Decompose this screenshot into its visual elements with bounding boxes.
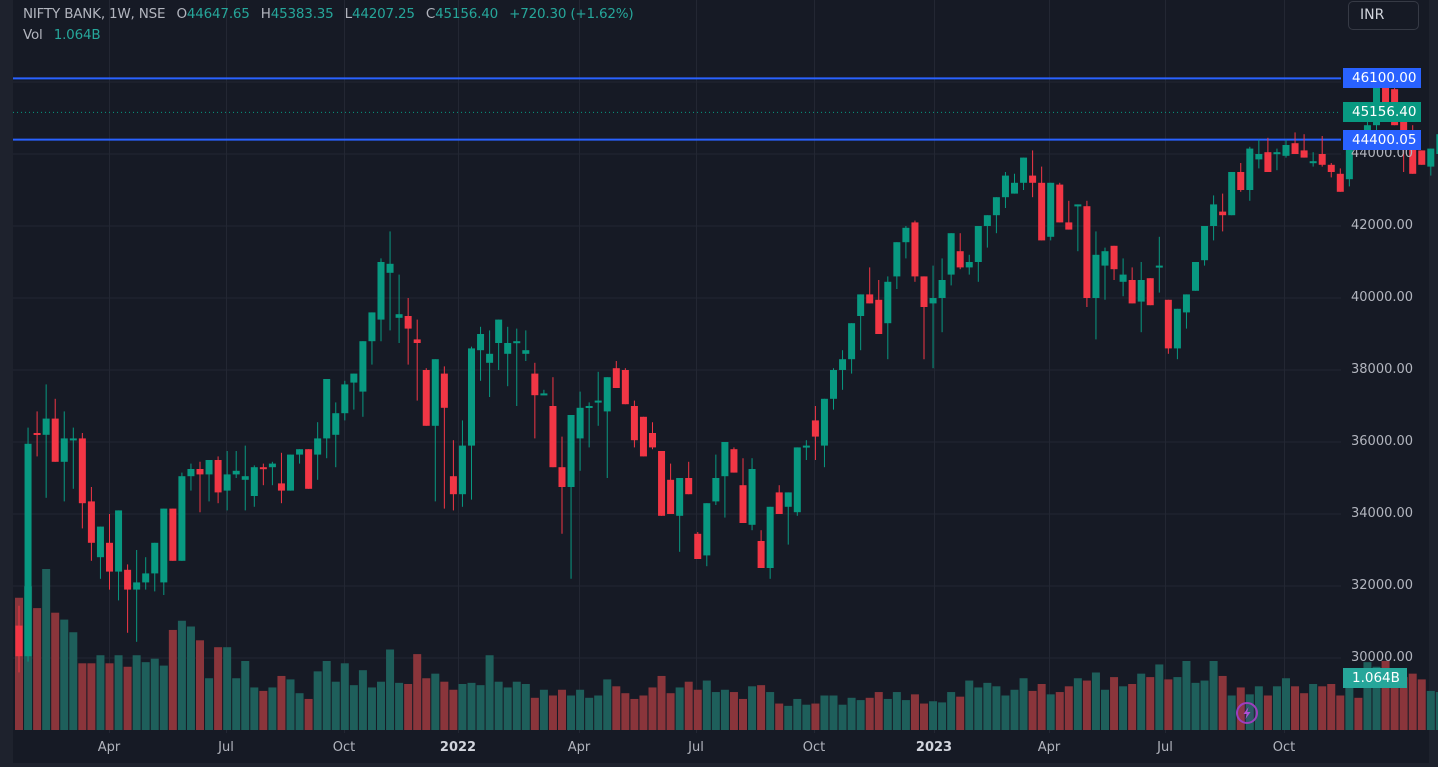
time-tick-label: Jul xyxy=(1157,740,1173,755)
candles xyxy=(15,69,1438,673)
price-tick-label: 30000.00 xyxy=(1351,650,1414,665)
time-tick-label: Oct xyxy=(1272,740,1296,755)
right-toolbar-edge xyxy=(1429,0,1438,767)
time-tick-label: 2023 xyxy=(915,740,953,755)
hline-price-tag: 46100.00 xyxy=(1343,68,1421,89)
currency-button[interactable]: INR xyxy=(1348,1,1419,30)
time-tick-label: Jul xyxy=(688,740,704,755)
price-tick-label: 44000.00 xyxy=(1351,146,1414,161)
time-tick-label: 2022 xyxy=(439,740,477,755)
volume-tag: 1.064B xyxy=(1343,668,1407,688)
volume-legend[interactable]: Vol 1.064B xyxy=(23,27,101,43)
chart-pane[interactable] xyxy=(13,0,1341,733)
time-axis[interactable] xyxy=(13,733,1429,763)
volume-bars xyxy=(15,569,1438,730)
volume-value: 1.064B xyxy=(53,27,101,43)
symbol-legend[interactable]: NIFTY BANK, 1W, NSE O44647.65 H45383.35 … xyxy=(23,6,634,22)
volume-label: Vol xyxy=(23,27,43,43)
low-label: L xyxy=(344,6,353,22)
low-value: 44207.25 xyxy=(352,6,415,22)
lightning-icon[interactable] xyxy=(1236,702,1258,724)
close-value: 45156.40 xyxy=(435,6,498,22)
hline-price-tag: 44400.05 xyxy=(1343,129,1421,150)
time-tick-label: Oct xyxy=(332,740,356,755)
price-tick-label: 42000.00 xyxy=(1351,218,1414,233)
price-tick-label: 32000.00 xyxy=(1351,578,1414,593)
last-price-tag: 45156.40 xyxy=(1343,102,1421,123)
price-tick-label: 34000.00 xyxy=(1351,506,1414,521)
grid-lines xyxy=(13,0,1341,733)
open-value: 44647.65 xyxy=(186,6,250,22)
price-tick-label: 36000.00 xyxy=(1351,434,1414,449)
time-tick-label: Apr xyxy=(567,740,591,755)
high-label: H xyxy=(260,6,271,22)
time-tick-label: Apr xyxy=(1037,740,1061,755)
change-value: +720.30 (+1.62%) xyxy=(509,6,634,22)
symbol-name[interactable]: NIFTY BANK, 1W, NSE xyxy=(23,6,166,22)
price-tick-label: 38000.00 xyxy=(1351,362,1414,377)
close-label: C xyxy=(425,6,436,22)
time-tick-label: Apr xyxy=(97,740,121,755)
horizontal-lines[interactable] xyxy=(13,77,1341,141)
open-label: O xyxy=(176,6,187,22)
high-value: 45383.35 xyxy=(270,6,334,22)
time-tick-label: Oct xyxy=(802,740,826,755)
time-tick-label: Jul xyxy=(218,740,234,755)
price-tick-label: 40000.00 xyxy=(1351,290,1414,305)
